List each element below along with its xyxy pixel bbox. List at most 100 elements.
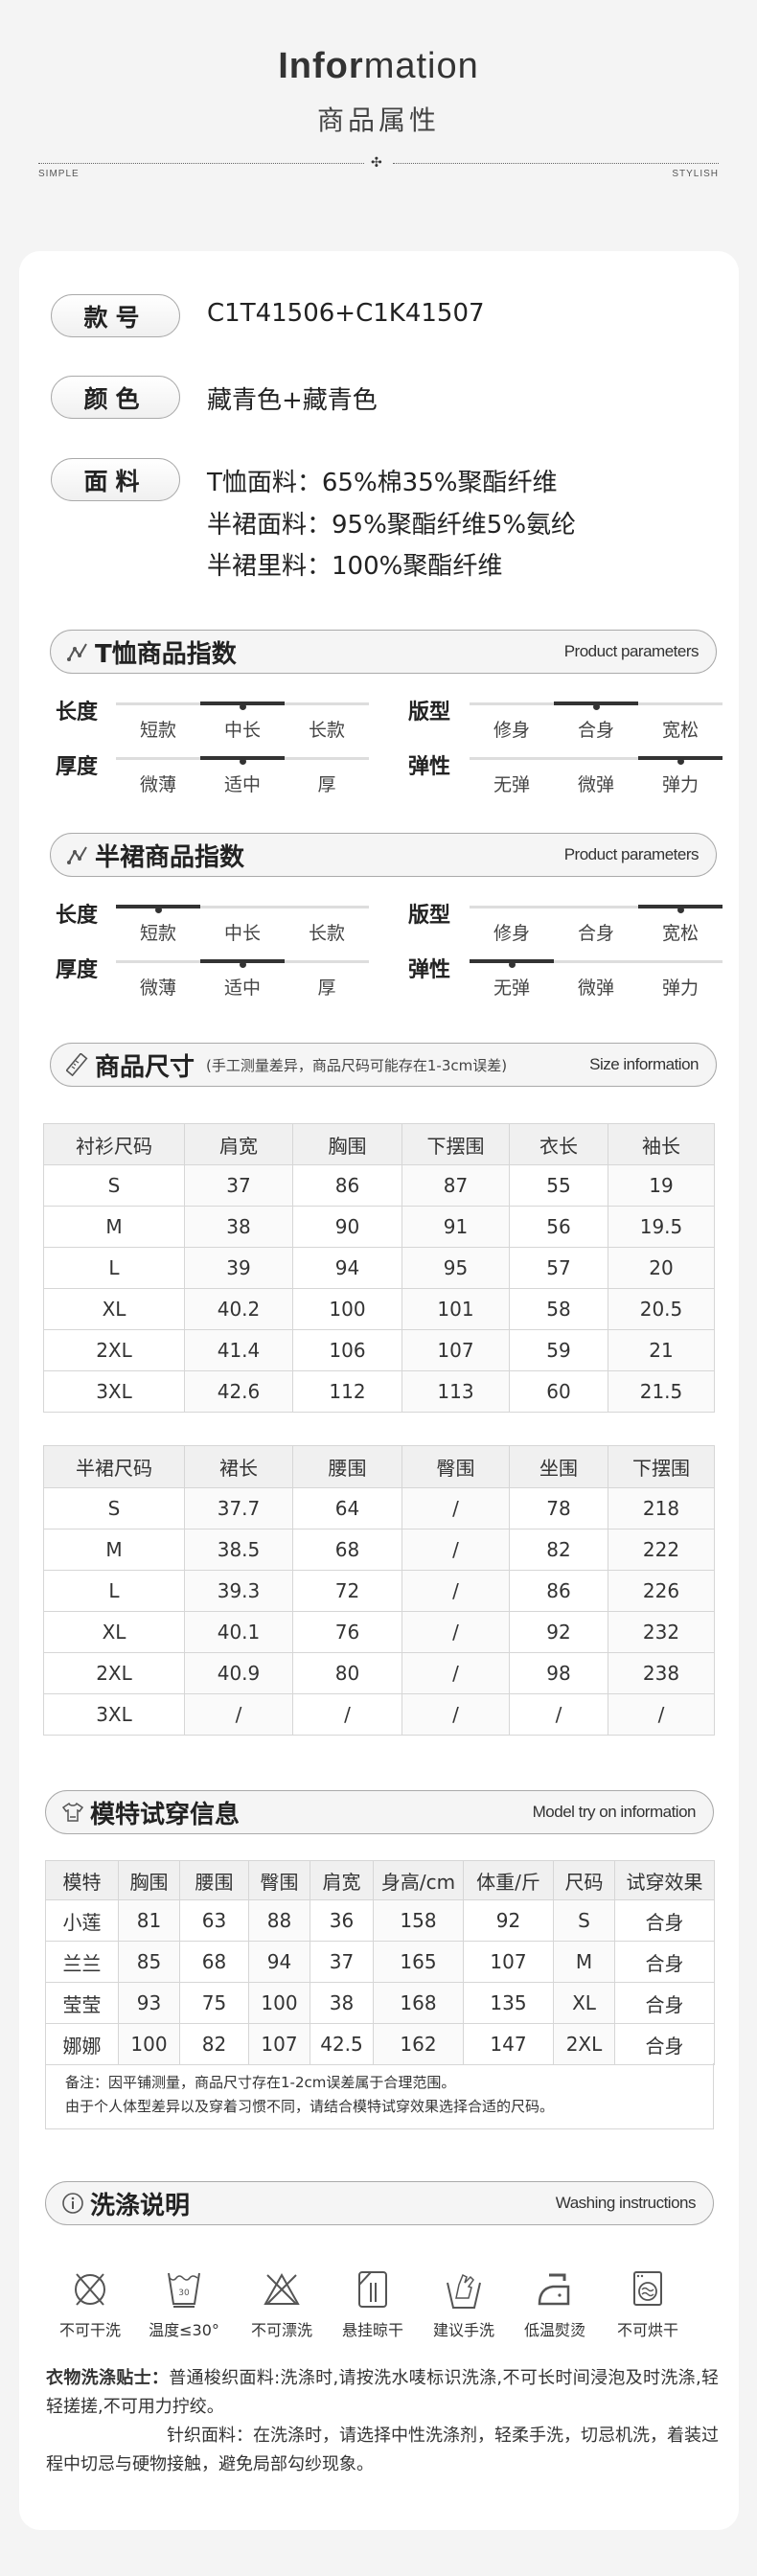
table-cell: 55 xyxy=(509,1164,608,1207)
title-en: Information xyxy=(0,46,757,87)
care-label: 不可漂洗 xyxy=(250,2321,312,2339)
table-row: XL 40.1 76/92 232 xyxy=(43,1611,715,1653)
table-cell: / xyxy=(184,1693,293,1736)
column-header: 肩宽 xyxy=(184,1123,293,1165)
table-cell: 88 xyxy=(248,1899,310,1942)
fabric-label: 面料 xyxy=(51,458,180,501)
washing-tips: 衣物洗涤贴士：普通梭织面料:洗涤时,请按洗水唛标识洗涤,不可长时间浸泡及时洗涤,… xyxy=(46,2364,719,2479)
table-cell: 21.5 xyxy=(608,1370,715,1413)
option-label: 微弹 xyxy=(577,774,614,795)
table-cell: 19 xyxy=(608,1164,715,1207)
param-option: 微薄 xyxy=(116,757,200,795)
table-cell: 107 xyxy=(248,2023,310,2065)
table-cell: 94 xyxy=(248,1941,310,1983)
table-cell: 100 xyxy=(248,1982,310,2024)
param-option: 微弹 xyxy=(554,757,638,795)
table-cell: 2XL xyxy=(43,1329,185,1371)
table-cell: 93 xyxy=(118,1982,180,2024)
table-cell: 42.6 xyxy=(184,1370,293,1413)
table-cell: 2XL xyxy=(43,1652,185,1694)
table-cell: / xyxy=(401,1529,510,1571)
table-cell: 158 xyxy=(373,1899,464,1942)
param-option: 修身 xyxy=(470,906,554,944)
care-icons: 不可干洗 30 温度≤30° 不可漂洗 悬挂晾干 建议手洗 低温熨烫 不可烘干 xyxy=(0,2269,757,2346)
table-cell: / xyxy=(292,1693,402,1736)
column-header: 腰围 xyxy=(179,1860,249,1900)
table-cell: 112 xyxy=(292,1370,402,1413)
param-option-selected: 无弹 xyxy=(470,959,554,999)
option-label: 弹力 xyxy=(661,774,699,795)
table-cell: / xyxy=(401,1487,510,1530)
param-option: 长款 xyxy=(285,906,369,944)
selected-marker xyxy=(155,907,162,913)
option-label: 合身 xyxy=(577,923,614,944)
column-header: 坐围 xyxy=(509,1445,608,1488)
table-cell: / xyxy=(401,1611,510,1653)
care-label: 低温熨烫 xyxy=(523,2321,585,2339)
model-table: 模特 胸围 腰围 臀围 肩宽 身高/cm 体重/斤 尺码 试穿效果 小莲 81 63 88 36 158 92… xyxy=(45,1860,715,2065)
param-option: 微薄 xyxy=(116,960,200,999)
column-header: 下摆围 xyxy=(401,1123,510,1165)
model-header: 模特试穿信息 Model try on information xyxy=(45,1790,714,1834)
table-cell: 75 xyxy=(179,1982,249,2024)
table-cell: M xyxy=(553,1941,615,1983)
table-header-row: 衬衫尺码 肩宽 胸围 下摆围 衣长 袖长 xyxy=(43,1123,715,1165)
table-row: 2XL 40.9 80/98 238 xyxy=(43,1652,715,1694)
param-scale: 无弹 微弹 弹力 xyxy=(470,959,723,999)
section-title-en: Size information xyxy=(589,1055,699,1073)
option-label: 短款 xyxy=(139,720,176,741)
no-dry-clean-icon xyxy=(75,2273,105,2306)
table-cell: 38 xyxy=(184,1206,293,1248)
title-en-rest: mation xyxy=(363,46,479,86)
table-cell: / xyxy=(509,1693,608,1736)
table-cell: 39.3 xyxy=(184,1570,293,1612)
scale-line xyxy=(638,702,723,705)
table-cell: 80 xyxy=(292,1652,402,1694)
table-cell: 162 xyxy=(373,2023,464,2065)
table-row: 兰兰 85 68 94 37 165 107 M 合身 xyxy=(45,1941,715,1983)
table-cell: 57 xyxy=(509,1247,608,1289)
table-cell: 106 xyxy=(292,1329,402,1371)
table-cell: 娜娜 xyxy=(45,2023,119,2065)
skirt-params-header: 半裙商品指数 Product parameters xyxy=(50,833,717,877)
table-cell: 68 xyxy=(179,1941,249,1983)
table-header-row: 半裙尺码 裙长 腰围 臀围 坐围 下摆围 xyxy=(43,1445,715,1488)
table-cell: 60 xyxy=(509,1370,608,1413)
table-cell: / xyxy=(401,1570,510,1612)
section-title-en: Product parameters xyxy=(563,845,700,863)
table-cell: 218 xyxy=(608,1487,715,1530)
table-cell: 113 xyxy=(401,1370,510,1413)
column-header: 臀围 xyxy=(248,1860,310,1900)
tips-label: 衣物洗涤贴士： xyxy=(46,2368,170,2388)
table-cell: / xyxy=(401,1693,510,1736)
table-row: 3XL 42.6 112 113 60 21.5 xyxy=(43,1370,715,1413)
care-label: 不可烘干 xyxy=(616,2321,678,2339)
param-option: 短款 xyxy=(116,702,200,741)
table-cell: 94 xyxy=(292,1247,402,1289)
table-cell: 64 xyxy=(292,1487,402,1530)
column-header: 尺码 xyxy=(553,1860,615,1900)
section-title-en: Washing instructions xyxy=(555,2194,697,2212)
column-header: 袖长 xyxy=(608,1123,715,1165)
table-cell: XL xyxy=(553,1982,615,2024)
scale-line xyxy=(116,757,200,760)
table-cell: 41.4 xyxy=(184,1329,293,1371)
column-header: 试穿效果 xyxy=(614,1860,715,1900)
scale-line xyxy=(116,702,200,705)
hang-dry-icon xyxy=(358,2271,387,2308)
table-cell: 40.9 xyxy=(184,1652,293,1694)
scale-line xyxy=(638,960,723,963)
trend-line-icon xyxy=(67,846,87,864)
table-cell: 2XL xyxy=(553,2023,615,2065)
size-header: 商品尺寸 (手工测量差异，商品尺码可能存在1-3cm误差) Size infor… xyxy=(50,1043,717,1087)
color-label: 颜色 xyxy=(51,376,180,419)
option-label: 修身 xyxy=(493,923,530,944)
param-scale: 短款 中长 长款 xyxy=(116,702,369,741)
table-cell: 81 xyxy=(118,1899,180,1942)
page-title: 商品属性 xyxy=(316,104,440,136)
table-cell: 合身 xyxy=(614,1941,715,1983)
table-cell: XL xyxy=(43,1611,185,1653)
wash-30-icon: 30 xyxy=(168,2272,200,2308)
table-cell: 101 xyxy=(401,1288,510,1330)
table-cell: 21 xyxy=(608,1329,715,1371)
